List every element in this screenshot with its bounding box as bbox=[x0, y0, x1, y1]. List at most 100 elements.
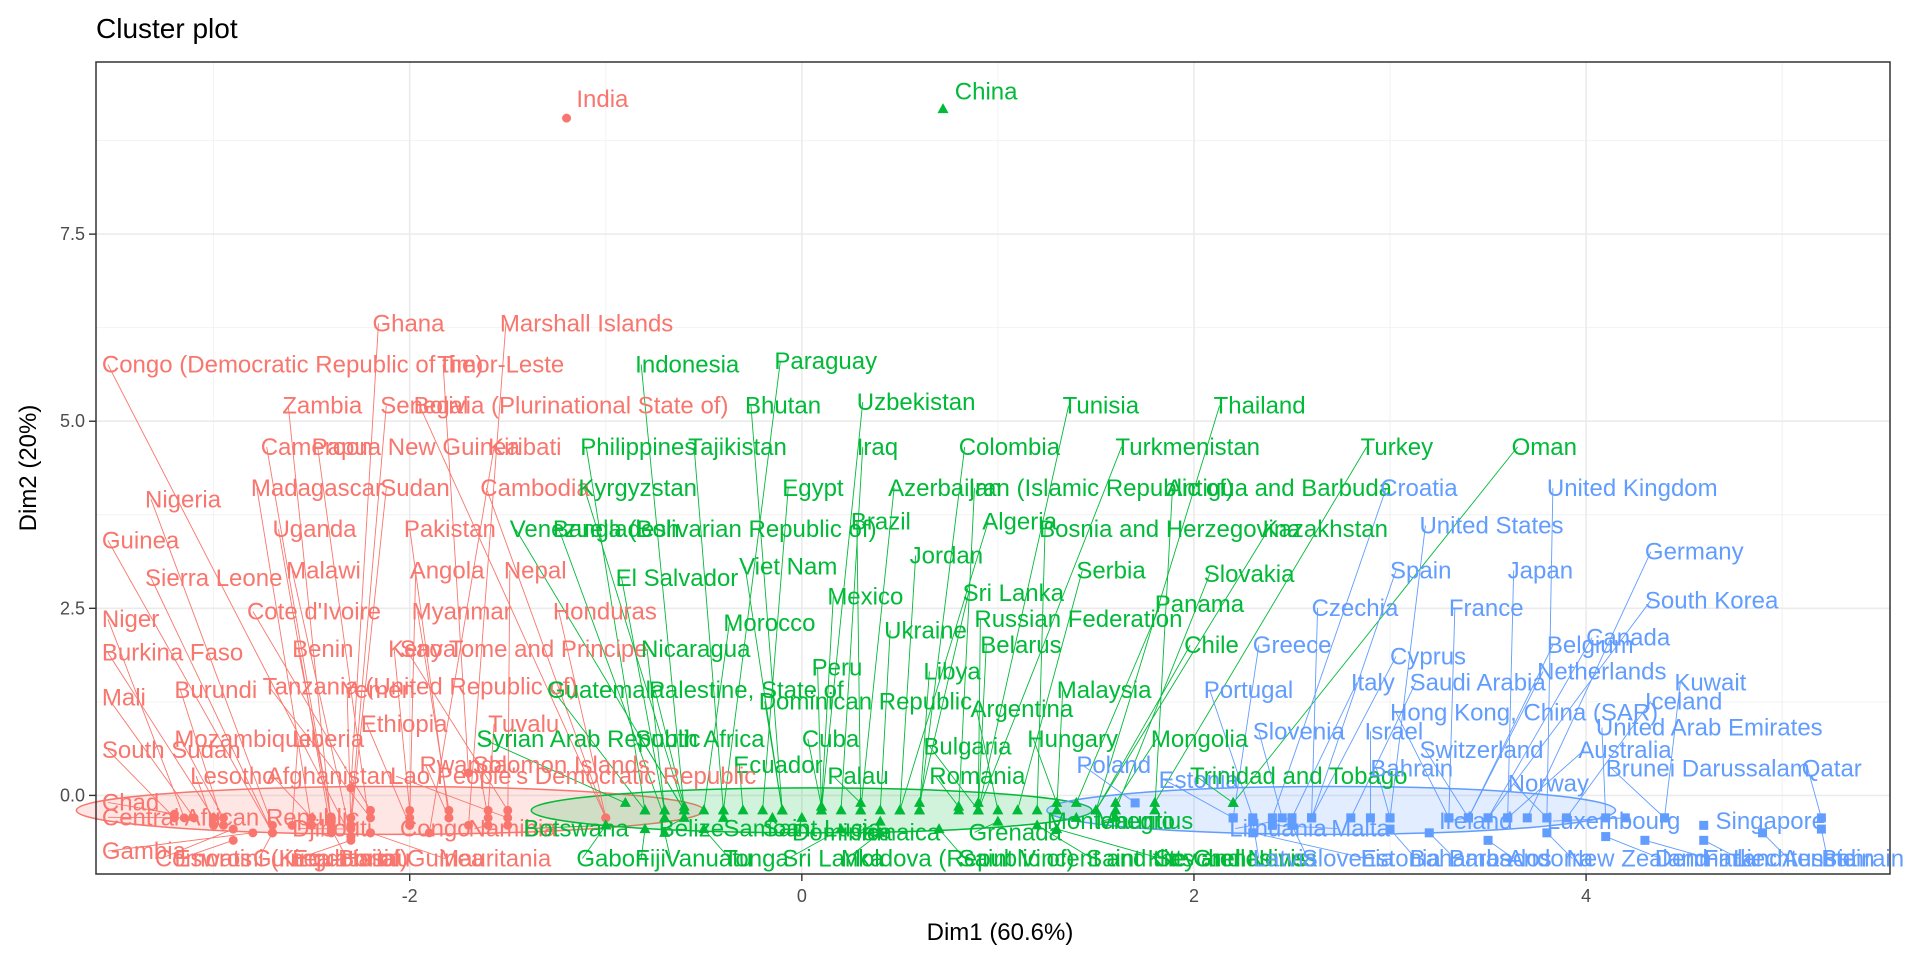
point-label: Jordan bbox=[910, 542, 983, 569]
point-label: Lithuania bbox=[1229, 816, 1327, 843]
data-point-triangle bbox=[1227, 796, 1239, 807]
point-label: Sudan bbox=[380, 475, 449, 502]
data-point-triangle bbox=[894, 804, 906, 815]
y-tick-label: 5.0 bbox=[60, 411, 85, 431]
label-connector bbox=[1258, 731, 1283, 818]
data-point-square bbox=[1248, 828, 1258, 838]
cluster-ellipse-3 bbox=[1046, 785, 1617, 836]
label-connector bbox=[346, 690, 352, 826]
label-connector bbox=[1272, 824, 1338, 830]
data-point-square bbox=[1424, 828, 1434, 838]
label-connector bbox=[640, 364, 685, 811]
label-connector bbox=[1468, 671, 1544, 819]
label-connector bbox=[107, 652, 215, 819]
data-point-triangle bbox=[933, 823, 945, 834]
point-label: Portugal bbox=[1204, 677, 1293, 704]
label-connector bbox=[272, 775, 313, 819]
data-point-triangle bbox=[698, 804, 710, 815]
point-label: Saint Vincent and the Grenadines bbox=[959, 846, 1317, 873]
label-connector bbox=[1526, 551, 1652, 819]
data-point-circle bbox=[464, 768, 474, 778]
label-connector bbox=[1664, 682, 1681, 818]
point-label: Hong Kong, China (SAR) bbox=[1390, 700, 1658, 727]
point-label: Palestine, State of bbox=[649, 677, 844, 704]
point-label: Slovenia bbox=[1253, 718, 1346, 745]
data-point-square bbox=[1267, 820, 1277, 830]
point-label: Iceland bbox=[1645, 688, 1722, 715]
data-point-circle bbox=[189, 813, 199, 823]
point-label: Guatemala bbox=[547, 677, 665, 704]
point-label: Colombia bbox=[959, 434, 1061, 461]
label-connector bbox=[405, 648, 509, 811]
label-connector bbox=[840, 446, 864, 811]
label-connector bbox=[417, 611, 450, 811]
point-label: Saint Lucia bbox=[763, 816, 882, 843]
point-label: Comoros bbox=[155, 846, 252, 873]
point-label: Israel bbox=[1365, 718, 1424, 745]
point-label: Zambia bbox=[282, 393, 363, 420]
point-label: Liberia bbox=[292, 726, 365, 753]
label-connector bbox=[1209, 689, 1254, 819]
label-connector bbox=[107, 364, 352, 837]
point-label: Senegal bbox=[380, 393, 468, 420]
data-point-circle bbox=[326, 813, 336, 823]
point-label: Iraq bbox=[857, 434, 898, 461]
point-label: Andorra bbox=[1508, 846, 1594, 873]
data-point-circle bbox=[346, 783, 356, 793]
label-connector bbox=[1195, 775, 1234, 804]
data-point-circle bbox=[365, 805, 375, 815]
point-label: Central African Republic bbox=[102, 804, 359, 831]
point-label: Uzbekistan bbox=[857, 389, 976, 416]
label-connector bbox=[442, 364, 469, 773]
label-connector bbox=[820, 401, 864, 811]
point-label: Equatorial Guinea bbox=[292, 846, 485, 873]
point-label: Iran (Islamic Republic of) bbox=[968, 475, 1233, 502]
data-point-circle bbox=[405, 805, 415, 815]
data-point-circle bbox=[483, 820, 493, 830]
data-point-triangle bbox=[855, 796, 867, 807]
data-point-square bbox=[1542, 813, 1552, 823]
label-connector bbox=[977, 446, 1122, 811]
label-connector bbox=[1507, 570, 1515, 818]
point-label: Spain bbox=[1390, 557, 1451, 584]
label-connector bbox=[738, 764, 744, 811]
point-label: Saint Kitts and Nevis bbox=[1086, 846, 1307, 873]
data-point-square bbox=[1601, 832, 1611, 842]
data-point-square bbox=[1385, 813, 1395, 823]
data-point-circle bbox=[562, 113, 572, 123]
point-label: Bahrain bbox=[1370, 756, 1453, 783]
point-label: Tajikistan bbox=[688, 434, 787, 461]
label-connector bbox=[1075, 603, 1162, 804]
label-connector bbox=[1154, 446, 1368, 804]
data-point-triangle bbox=[972, 804, 984, 815]
data-point-square bbox=[1522, 813, 1532, 823]
data-point-square bbox=[1277, 813, 1287, 823]
label-connector bbox=[654, 690, 685, 807]
point-label: Estonia bbox=[1159, 767, 1240, 794]
point-label: Australia bbox=[1578, 737, 1672, 764]
point-label: Burkina Faso bbox=[102, 640, 243, 667]
label-connector bbox=[266, 446, 332, 822]
point-label: Ghana bbox=[372, 310, 445, 337]
point-label: Djibouti bbox=[292, 816, 372, 843]
data-point-square bbox=[1346, 813, 1356, 823]
label-connector bbox=[646, 648, 666, 811]
data-point-circle bbox=[267, 820, 277, 830]
label-connector bbox=[744, 566, 783, 811]
label-connector bbox=[1164, 779, 1234, 819]
label-connector bbox=[977, 645, 987, 811]
data-point-triangle bbox=[913, 804, 925, 815]
label-connector bbox=[558, 529, 666, 819]
point-label: Samoa bbox=[723, 816, 800, 843]
point-label: Venezuela (Bolivarian Republic of) bbox=[510, 516, 877, 543]
data-point-square bbox=[1267, 813, 1277, 823]
point-label: Bolivia (Plurinational State of) bbox=[414, 393, 729, 420]
point-label: El Salvador bbox=[616, 565, 739, 592]
point-label: Russian Federation bbox=[974, 606, 1182, 633]
label-connector bbox=[1601, 727, 1607, 818]
label-connector bbox=[807, 738, 822, 807]
point-label: Malaysia bbox=[1057, 677, 1152, 704]
point-label: Egypt bbox=[782, 475, 844, 502]
label-connector bbox=[409, 570, 417, 818]
